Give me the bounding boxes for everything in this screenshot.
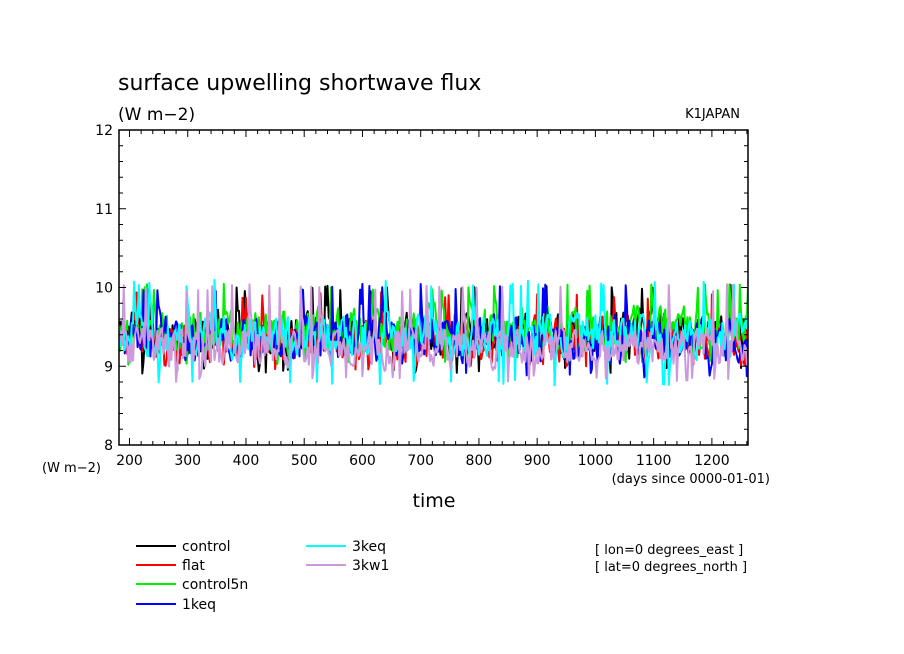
series-line-3keq xyxy=(119,278,748,387)
series-line-3kw1 xyxy=(119,283,748,383)
y-tick-label: 8 xyxy=(104,438,113,454)
legend-label-3kw1: 3kw1 xyxy=(352,558,389,574)
x-tick-label: 1100 xyxy=(636,453,672,469)
x-tick-label: 300 xyxy=(174,453,201,469)
x-tick-label: 1200 xyxy=(694,453,730,469)
x-tick-label: 700 xyxy=(407,453,434,469)
series-layer xyxy=(119,278,748,387)
chart-units: (W m−2) xyxy=(118,105,195,125)
dataset-label: K1JAPAN xyxy=(685,107,740,122)
legend-label-control5n: control5n xyxy=(182,577,248,593)
legend-label-1keq: 1keq xyxy=(182,597,216,613)
x-axis: 200 300 400 500 600 700 800 900 1000 1100 1200 xyxy=(116,130,748,469)
annotation-lon: [ lon=0 degrees_east ] xyxy=(595,543,743,558)
y-axis-units: (W m−2) xyxy=(42,461,101,476)
x-tick-label: 800 xyxy=(466,453,493,469)
x-tick-label: 200 xyxy=(116,453,143,469)
y-axis: 8 9 10 11 12 xyxy=(95,123,748,454)
legend: control flat control5n 1keq 3keq 3kw1 xyxy=(136,539,389,613)
series-line-1keq xyxy=(119,282,748,379)
x-tick-label: 900 xyxy=(524,453,551,469)
x-tick-label: 1000 xyxy=(578,453,614,469)
legend-label-3keq: 3keq xyxy=(352,539,386,555)
x-tick-label: 400 xyxy=(233,453,260,469)
y-tick-label: 9 xyxy=(104,359,113,375)
annotation-lat: [ lat=0 degrees_north ] xyxy=(595,560,747,575)
x-axis-title: time xyxy=(413,490,456,512)
legend-label-control: control xyxy=(182,539,231,555)
x-tick-label: 600 xyxy=(349,453,376,469)
x-tick-label: 500 xyxy=(291,453,318,469)
x-axis-units: (days since 0000-01-01) xyxy=(612,472,770,487)
chart-title: surface upwelling shortwave flux xyxy=(118,71,481,96)
legend-label-flat: flat xyxy=(182,558,205,574)
y-tick-label: 10 xyxy=(95,281,113,297)
y-tick-label: 12 xyxy=(95,123,113,139)
y-tick-label: 11 xyxy=(95,202,113,218)
